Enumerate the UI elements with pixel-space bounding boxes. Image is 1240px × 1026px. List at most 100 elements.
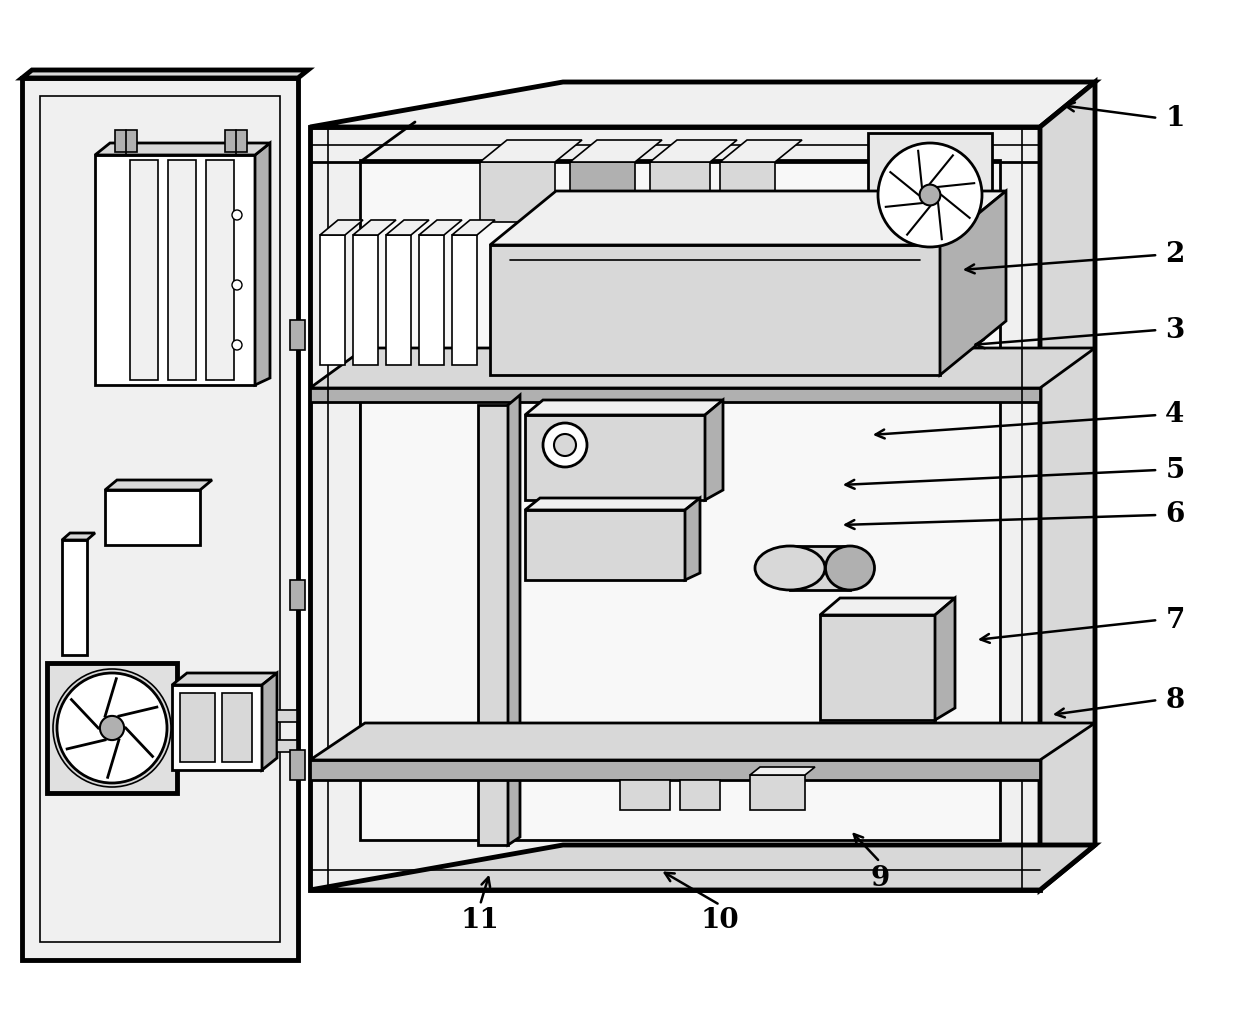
Bar	[570, 162, 635, 222]
Polygon shape	[255, 143, 270, 385]
Bar	[95, 155, 255, 385]
Bar	[222, 693, 252, 762]
Bar	[620, 780, 670, 810]
Ellipse shape	[826, 546, 874, 590]
Circle shape	[232, 340, 242, 350]
Polygon shape	[480, 140, 582, 162]
Bar	[680, 780, 720, 810]
Bar	[490, 245, 940, 374]
Polygon shape	[940, 191, 1006, 374]
Bar	[525, 415, 706, 500]
Bar	[453, 235, 477, 365]
Circle shape	[53, 669, 171, 787]
Bar	[40, 96, 280, 942]
Bar	[320, 235, 345, 365]
Text: 4: 4	[1166, 401, 1184, 429]
Circle shape	[232, 280, 242, 290]
Bar	[47, 663, 177, 793]
Bar	[310, 388, 1040, 402]
Circle shape	[100, 716, 124, 740]
Polygon shape	[525, 498, 701, 510]
Bar	[172, 685, 262, 770]
Bar	[277, 710, 298, 722]
Polygon shape	[22, 70, 308, 78]
Polygon shape	[353, 220, 396, 235]
Bar	[820, 615, 935, 720]
Bar	[130, 160, 157, 380]
Bar	[206, 160, 234, 380]
Circle shape	[57, 673, 167, 783]
Bar	[419, 235, 444, 365]
Bar	[790, 546, 849, 590]
Bar	[353, 235, 378, 365]
Bar	[277, 740, 298, 752]
Bar	[310, 760, 1040, 780]
Bar	[105, 490, 200, 545]
Polygon shape	[386, 220, 429, 235]
Bar	[115, 130, 136, 152]
Bar	[720, 162, 775, 222]
Polygon shape	[62, 532, 95, 540]
Polygon shape	[419, 220, 463, 235]
Bar	[875, 135, 879, 255]
Polygon shape	[310, 82, 1095, 127]
Bar	[360, 160, 999, 840]
Polygon shape	[95, 143, 270, 155]
Bar	[22, 78, 298, 960]
Polygon shape	[1040, 82, 1095, 890]
Bar	[224, 130, 247, 152]
Bar	[360, 402, 999, 760]
Polygon shape	[750, 767, 815, 775]
Polygon shape	[310, 845, 1095, 890]
Circle shape	[554, 434, 577, 456]
Bar	[62, 540, 87, 655]
Bar	[290, 750, 305, 780]
Bar	[534, 418, 595, 428]
Text: 7: 7	[1166, 606, 1184, 633]
Bar	[870, 135, 874, 255]
Polygon shape	[820, 598, 955, 615]
Bar	[525, 510, 684, 580]
Text: 1: 1	[1166, 105, 1184, 131]
Circle shape	[543, 423, 587, 467]
Circle shape	[920, 185, 940, 205]
Polygon shape	[310, 723, 1095, 760]
Polygon shape	[310, 348, 1095, 388]
Bar	[750, 775, 805, 810]
Polygon shape	[570, 140, 662, 162]
Text: 10: 10	[701, 907, 739, 934]
Polygon shape	[262, 673, 277, 770]
Circle shape	[232, 210, 242, 220]
Polygon shape	[650, 140, 737, 162]
Polygon shape	[508, 395, 520, 845]
Text: 8: 8	[1166, 686, 1184, 713]
Bar	[310, 127, 1040, 890]
Ellipse shape	[755, 546, 825, 590]
Polygon shape	[320, 220, 363, 235]
Text: 2: 2	[1166, 241, 1184, 269]
Bar	[167, 160, 196, 380]
Text: 5: 5	[1166, 457, 1184, 483]
Polygon shape	[720, 140, 802, 162]
Polygon shape	[935, 598, 955, 720]
Text: 11: 11	[460, 907, 500, 934]
Bar	[868, 133, 992, 256]
Polygon shape	[490, 191, 1006, 245]
Bar	[180, 693, 215, 762]
Bar	[290, 580, 305, 610]
Bar	[880, 135, 884, 255]
Polygon shape	[105, 480, 212, 490]
Bar	[480, 162, 556, 222]
Polygon shape	[453, 220, 495, 235]
Bar	[650, 162, 711, 222]
Polygon shape	[706, 400, 723, 500]
Bar	[290, 320, 305, 350]
Circle shape	[878, 143, 982, 247]
Polygon shape	[172, 673, 277, 685]
Text: 3: 3	[1166, 316, 1184, 344]
Bar	[477, 405, 508, 845]
Polygon shape	[525, 400, 723, 415]
Text: 9: 9	[870, 865, 889, 892]
Bar	[386, 235, 410, 365]
Text: 6: 6	[1166, 502, 1184, 528]
